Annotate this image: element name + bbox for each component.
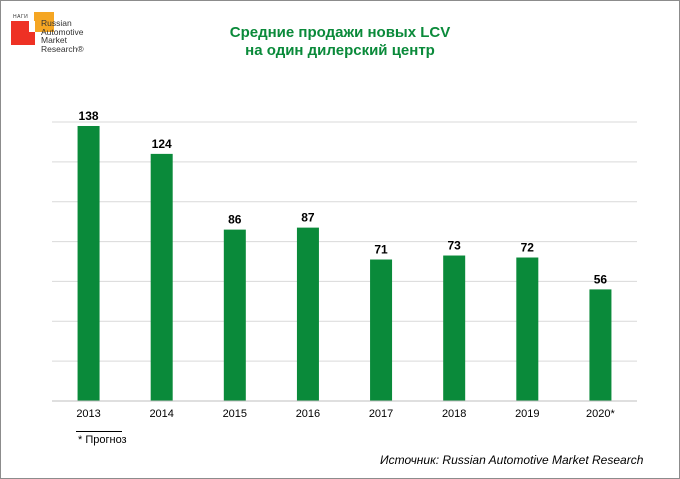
logo-line: Market	[41, 35, 67, 46]
chart-title: Средние продажи новых LCV на один дилерс…	[210, 24, 470, 60]
footnote-divider	[76, 431, 122, 432]
bar-2014	[150, 153, 173, 401]
data-label: 86	[228, 213, 242, 227]
bars	[77, 125, 612, 401]
bar-2015	[223, 229, 246, 401]
data-label: 73	[448, 239, 462, 253]
logo-yellow-square	[34, 12, 54, 32]
x-tick-label: 2017	[369, 408, 393, 420]
x-tick-label: 2020*	[586, 408, 615, 420]
chart-title-line-2: на один дилерский центр	[245, 42, 435, 59]
footnote: * Прогноз	[78, 434, 127, 446]
data-labels: 138 124 86 87 71 73 72 56	[79, 109, 608, 286]
data-label: 87	[301, 211, 315, 225]
logo-small-text: НАГИ	[13, 14, 29, 20]
bar-2017	[370, 259, 393, 401]
logo-line: Automotive	[41, 26, 84, 37]
data-label: 71	[374, 243, 388, 257]
logo-text: Russian Automotive Market Research®	[41, 19, 84, 53]
logo-line: Russian	[41, 18, 72, 28]
data-label: 124	[152, 137, 172, 151]
data-label: 138	[79, 109, 99, 123]
bar-2018	[443, 255, 466, 401]
data-label: 72	[521, 241, 535, 255]
bar-2019	[516, 257, 539, 401]
bar-2020*	[589, 289, 612, 401]
logo-line: Research®	[41, 43, 84, 54]
bar-2016	[296, 227, 319, 401]
bar-2013	[77, 125, 100, 401]
logo-white-notch	[29, 21, 35, 32]
source-note: Источник: Russian Automotive Market Rese…	[380, 453, 644, 467]
x-tick-label: 2015	[223, 408, 247, 420]
data-label: 56	[594, 272, 608, 286]
x-axis-tick-labels: 2013 2014 2015 2016 2017 2018 2019 2020*	[76, 408, 615, 420]
x-tick-label: 2018	[442, 408, 466, 420]
x-tick-label: 2014	[149, 408, 173, 420]
logo: НАГИ Russian Automotive Market Research®	[8, 8, 108, 68]
x-tick-label: 2013	[76, 408, 100, 420]
x-tick-label: 2019	[515, 408, 539, 420]
chart-title-line-1: Средние продажи новых LCV	[229, 24, 451, 41]
gridlines	[52, 121, 637, 362]
x-tick-label: 2016	[296, 408, 320, 420]
